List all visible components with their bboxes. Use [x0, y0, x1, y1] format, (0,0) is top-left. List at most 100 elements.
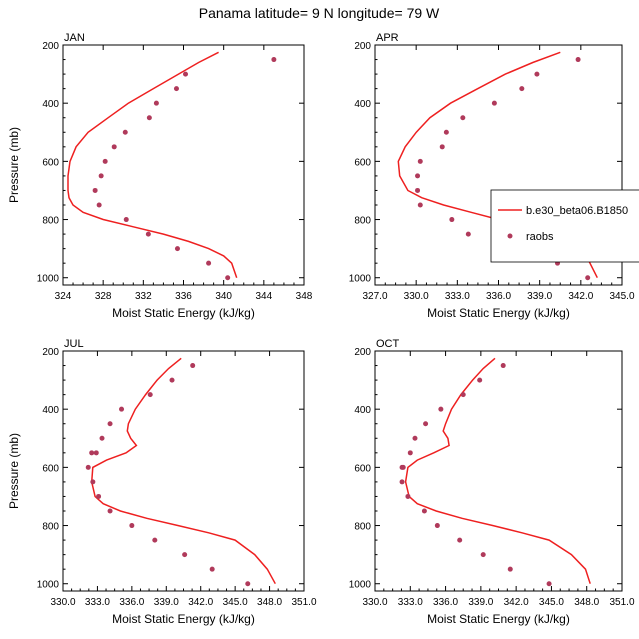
raobs-point	[146, 115, 152, 121]
raobs-point	[119, 406, 125, 412]
panel-title: JUL	[64, 338, 84, 350]
x-tick-label: 333.0	[85, 597, 110, 608]
x-tick-label: 332	[135, 291, 152, 302]
raobs-point	[123, 217, 129, 223]
raobs-point	[449, 217, 455, 223]
raobs-point	[500, 363, 506, 369]
raobs-point	[519, 86, 525, 92]
raobs-point	[405, 493, 411, 499]
raobs-point	[415, 173, 421, 179]
x-tick-label: 330.0	[50, 597, 75, 608]
x-tick-label: 339.0	[154, 597, 179, 608]
panel-title: JAN	[64, 32, 85, 44]
figure-title: Panama latitude= 9 N longitude= 79 W	[199, 5, 440, 21]
model-line	[404, 357, 591, 584]
model-line	[67, 51, 238, 278]
raobs-point	[585, 275, 591, 281]
y-tick-label: 600	[42, 157, 59, 168]
raobs-point	[438, 406, 444, 412]
x-tick-label: 345.0	[223, 597, 248, 608]
plot-frame	[62, 44, 305, 286]
x-tick-label: 336.0	[433, 597, 458, 608]
raobs-point	[460, 115, 466, 121]
raobs-point	[439, 144, 445, 150]
raobs-point	[417, 158, 423, 164]
raobs-point	[153, 100, 159, 106]
x-tick-label: 351.0	[291, 597, 316, 608]
raobs-point	[491, 100, 497, 106]
raobs-point	[102, 158, 108, 164]
raobs-point	[465, 231, 471, 237]
raobs-point	[271, 57, 277, 63]
y-axis-label: Pressure (mb)	[7, 127, 21, 203]
x-tick-label: 339.0	[527, 291, 552, 302]
raobs-point	[443, 129, 449, 135]
x-tick-label: 348	[296, 291, 313, 302]
panel-jul: JUL 330.0 333.0 336.0 339.0 342.0 345.0 348.0 35…	[7, 338, 317, 626]
x-tick-label: 333.0	[398, 597, 423, 608]
legend-box	[490, 189, 639, 263]
raobs-point	[173, 86, 179, 92]
x-tick-label: 342.0	[504, 597, 529, 608]
y-tick-label: 200	[42, 347, 59, 358]
raobs-point	[182, 552, 188, 558]
raobs-point	[85, 464, 91, 470]
raobs-point	[534, 71, 540, 77]
y-tick-label: 400	[354, 99, 371, 110]
y-tick-label: 200	[354, 347, 371, 358]
raobs-point	[169, 377, 175, 383]
panel-title: APR	[376, 32, 399, 44]
panel-jan: JAN 324 328 332 336 340 344 348 200 400 600 800 1000…	[7, 32, 313, 320]
x-tick-label: 330.0	[362, 597, 387, 608]
raobs-point	[412, 435, 418, 441]
raobs-point	[421, 508, 427, 514]
y-tick-label: 800	[354, 216, 371, 227]
raobs-point	[399, 464, 405, 470]
raobs-point	[107, 508, 113, 514]
y-tick-label: 800	[42, 216, 59, 227]
raobs-point	[183, 71, 189, 77]
plot-frame	[374, 350, 623, 592]
raobs-point	[434, 523, 440, 529]
legend-marker-swatch	[507, 233, 513, 239]
raobs-point	[225, 275, 231, 281]
raobs-point	[477, 377, 483, 383]
y-tick-label: 600	[42, 463, 59, 474]
x-tick-label: 327.0	[362, 291, 387, 302]
raobs-point	[89, 450, 95, 456]
x-tick-label: 336	[175, 291, 192, 302]
x-tick-label: 328	[95, 291, 112, 302]
raobs-point	[174, 246, 180, 252]
panel-apr: APR 327.0 330.0 333.0 336.0 339.0 342.0 345.0 20…	[349, 32, 635, 320]
raobs-point	[209, 566, 215, 572]
raobs-point	[99, 435, 105, 441]
raobs-point	[546, 581, 552, 587]
x-tick-label: 348.0	[257, 597, 282, 608]
raobs-point	[98, 173, 104, 179]
raobs-point	[145, 231, 151, 237]
raobs-point	[122, 129, 128, 135]
raobs-point	[507, 566, 513, 572]
y-tick-label: 400	[42, 405, 59, 416]
raobs-point	[152, 537, 158, 543]
x-tick-label: 340	[215, 291, 232, 302]
panel-title: OCT	[376, 338, 400, 350]
x-tick-label: 342.0	[188, 597, 213, 608]
x-tick-label: 333.0	[445, 291, 470, 302]
y-tick-label: 1000	[349, 580, 372, 591]
x-axis-label: Moist Static Energy (kJ/kg)	[427, 612, 570, 626]
raobs-point	[129, 523, 135, 529]
raobs-point	[423, 421, 429, 427]
y-tick-label: 400	[354, 405, 371, 416]
x-tick-label: 345.0	[539, 597, 564, 608]
y-tick-label: 1000	[37, 274, 60, 285]
raobs-point	[111, 144, 117, 150]
y-tick-label: 1000	[37, 580, 60, 591]
raobs-point	[407, 450, 413, 456]
raobs-point	[575, 57, 581, 63]
model-line	[90, 357, 276, 585]
y-tick-label: 200	[354, 41, 371, 52]
raobs-point	[90, 479, 96, 485]
legend-line-label: b.e30_beta06.B1850	[526, 205, 628, 217]
